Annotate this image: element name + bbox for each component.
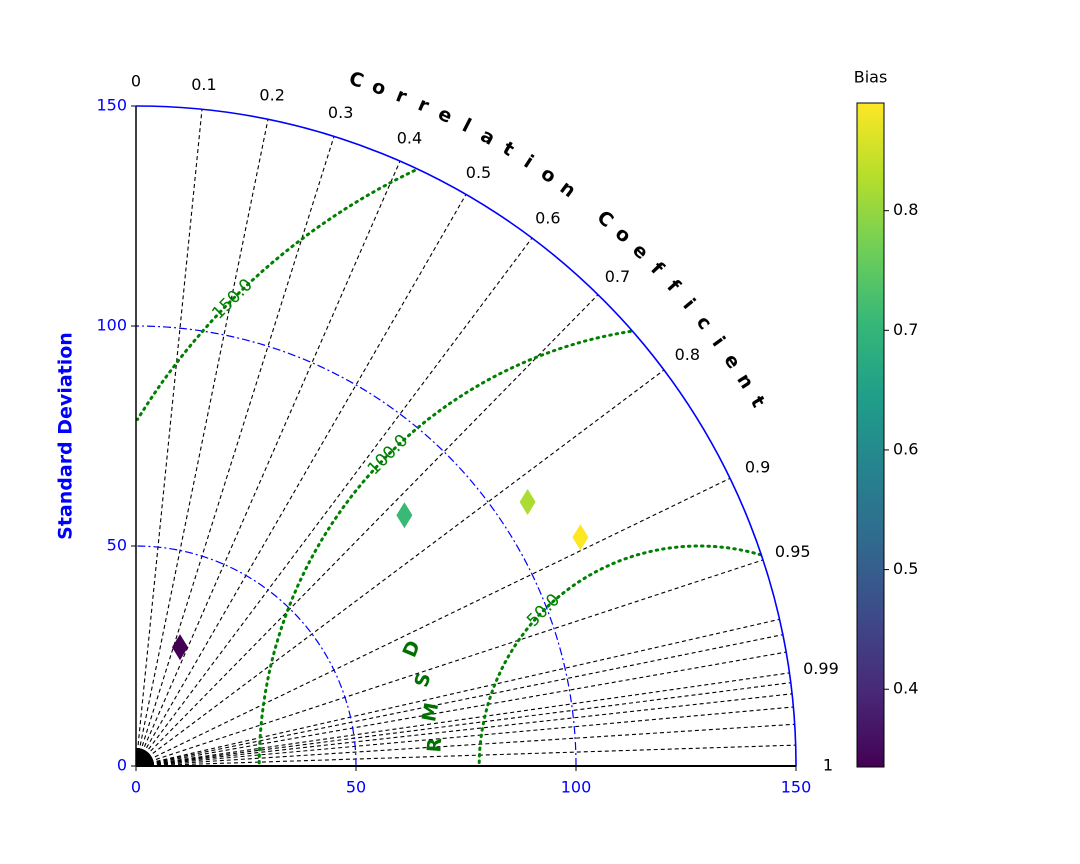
x-tick-label: 0 [131, 778, 141, 797]
correlation-title-char: r [415, 93, 433, 117]
correlation-tick-label: 0.7 [605, 267, 630, 286]
correlation-ray [135, 477, 731, 767]
correlation-tick-label: 0.8 [675, 345, 700, 364]
correlation-ray [135, 109, 203, 767]
correlation-ray [135, 294, 599, 767]
colorbar-title: Bias [854, 68, 888, 87]
correlation-ray [135, 559, 764, 767]
data-points [172, 489, 589, 661]
correlation-ray [135, 634, 783, 767]
rmsd-contour-label: 150.0 [208, 275, 257, 324]
std-arc [135, 325, 577, 767]
data-point-marker [172, 634, 188, 661]
correlation-title-char: f [646, 258, 668, 280]
correlation-ray [135, 723, 795, 767]
correlation-title-char: n [556, 176, 580, 202]
correlation-ray [135, 618, 780, 767]
data-point-marker [396, 502, 413, 529]
correlation-ray [135, 136, 335, 767]
correlation-tick-label: 0.3 [328, 103, 353, 122]
correlation-title-char: o [369, 75, 389, 100]
plot-frame [135, 105, 797, 767]
correlation-title-char: i [520, 151, 537, 173]
correlation-tick-label: 0.4 [397, 129, 422, 148]
rmsd-title-char: M [418, 701, 443, 724]
correlation-title-char: r [393, 84, 410, 108]
colorbar-tick-label: 0.5 [893, 559, 918, 578]
correlation-title-char: l [459, 115, 475, 138]
correlation-title-char: t [499, 137, 518, 161]
colorbar: Bias 0.4 0.5 0.6 0.7 0.8 [854, 68, 918, 768]
outer-arc [135, 105, 797, 767]
correlation-title-char: t [746, 392, 770, 411]
correlation-title-char: o [537, 162, 560, 188]
correlation-ray [135, 693, 793, 767]
correlation-title-char: f [662, 276, 684, 297]
correlation-tick-label: 0.95 [775, 542, 811, 561]
colorbar-tick-label: 0.8 [893, 200, 918, 219]
data-point-marker [572, 524, 589, 551]
x-tick-label: 150 [781, 778, 812, 797]
colorbar-tick-label: 0.6 [893, 439, 918, 458]
correlation-title-char: a [477, 124, 499, 149]
correlation-tick-label: 0.1 [191, 75, 216, 94]
correlation-ray [135, 369, 665, 767]
correlation-tick-label: 0.99 [803, 659, 839, 678]
correlation-rays [135, 109, 796, 767]
correlation-title-char: c [692, 311, 716, 333]
correlation-title-char: n [732, 370, 758, 393]
correlation-title-char: o [611, 222, 635, 247]
rmsd-contour [136, 169, 416, 421]
x-tick-label: 50 [346, 778, 366, 797]
std-axis-ticks: 00 50 50 100 100 150 150 [96, 96, 811, 797]
correlation-tick-label: 0.9 [745, 457, 770, 476]
correlation-ray [135, 651, 787, 767]
correlation-title-char: i [678, 295, 699, 314]
rmsd-title-char: R [423, 737, 446, 754]
correlation-title-char: e [435, 103, 456, 128]
correlation-ray [135, 119, 269, 767]
correlation-title-char: e [628, 239, 653, 264]
colorbar-tick-label: 0.7 [893, 320, 918, 339]
correlation-title-char: C [593, 206, 618, 232]
y-tick-label: 0 [117, 756, 127, 775]
correlation-tick-label: 0.5 [466, 163, 491, 182]
std-arcs [135, 325, 577, 767]
x-tick-label: 100 [561, 778, 592, 797]
y-axis-title: Standard Deviation [55, 332, 77, 540]
std-arc [135, 545, 357, 767]
correlation-tick-label: 0 [131, 72, 141, 91]
correlation-ray [135, 672, 790, 767]
correlation-ray [135, 682, 791, 767]
correlation-ray [135, 744, 796, 767]
colorbar-tick-label: 0.4 [893, 679, 918, 698]
correlation-tick-label: 1 [823, 756, 833, 775]
correlation-tick-label: 0.6 [535, 208, 560, 227]
correlation-ray [135, 160, 401, 767]
correlation-title-char: e [719, 350, 744, 373]
correlation-title-char: C [346, 67, 366, 92]
colorbar-bar [856, 102, 885, 768]
y-tick-label: 150 [96, 96, 127, 115]
rmsd-contour [477, 544, 763, 768]
correlation-tick-label: 0.2 [259, 85, 284, 104]
rmsd-contour-label: 100.0 [364, 431, 413, 480]
correlation-title-char: i [708, 333, 730, 351]
correlation-ray [135, 706, 794, 767]
rmsd-contour [257, 329, 632, 768]
y-tick-label: 100 [96, 316, 127, 335]
rmsd-title-char: S [410, 670, 435, 689]
y-tick-label: 50 [107, 536, 127, 555]
correlation-ticks: 0 0.1 0.2 0.3 0.4 0.5 0.6 0.7 0.8 0.9 0.95 0.99 1 [131, 72, 839, 775]
correlation-ray [135, 237, 533, 767]
rmsd-title-char: D [399, 637, 425, 660]
data-point-marker [519, 489, 536, 515]
correlation-ray [135, 194, 467, 767]
